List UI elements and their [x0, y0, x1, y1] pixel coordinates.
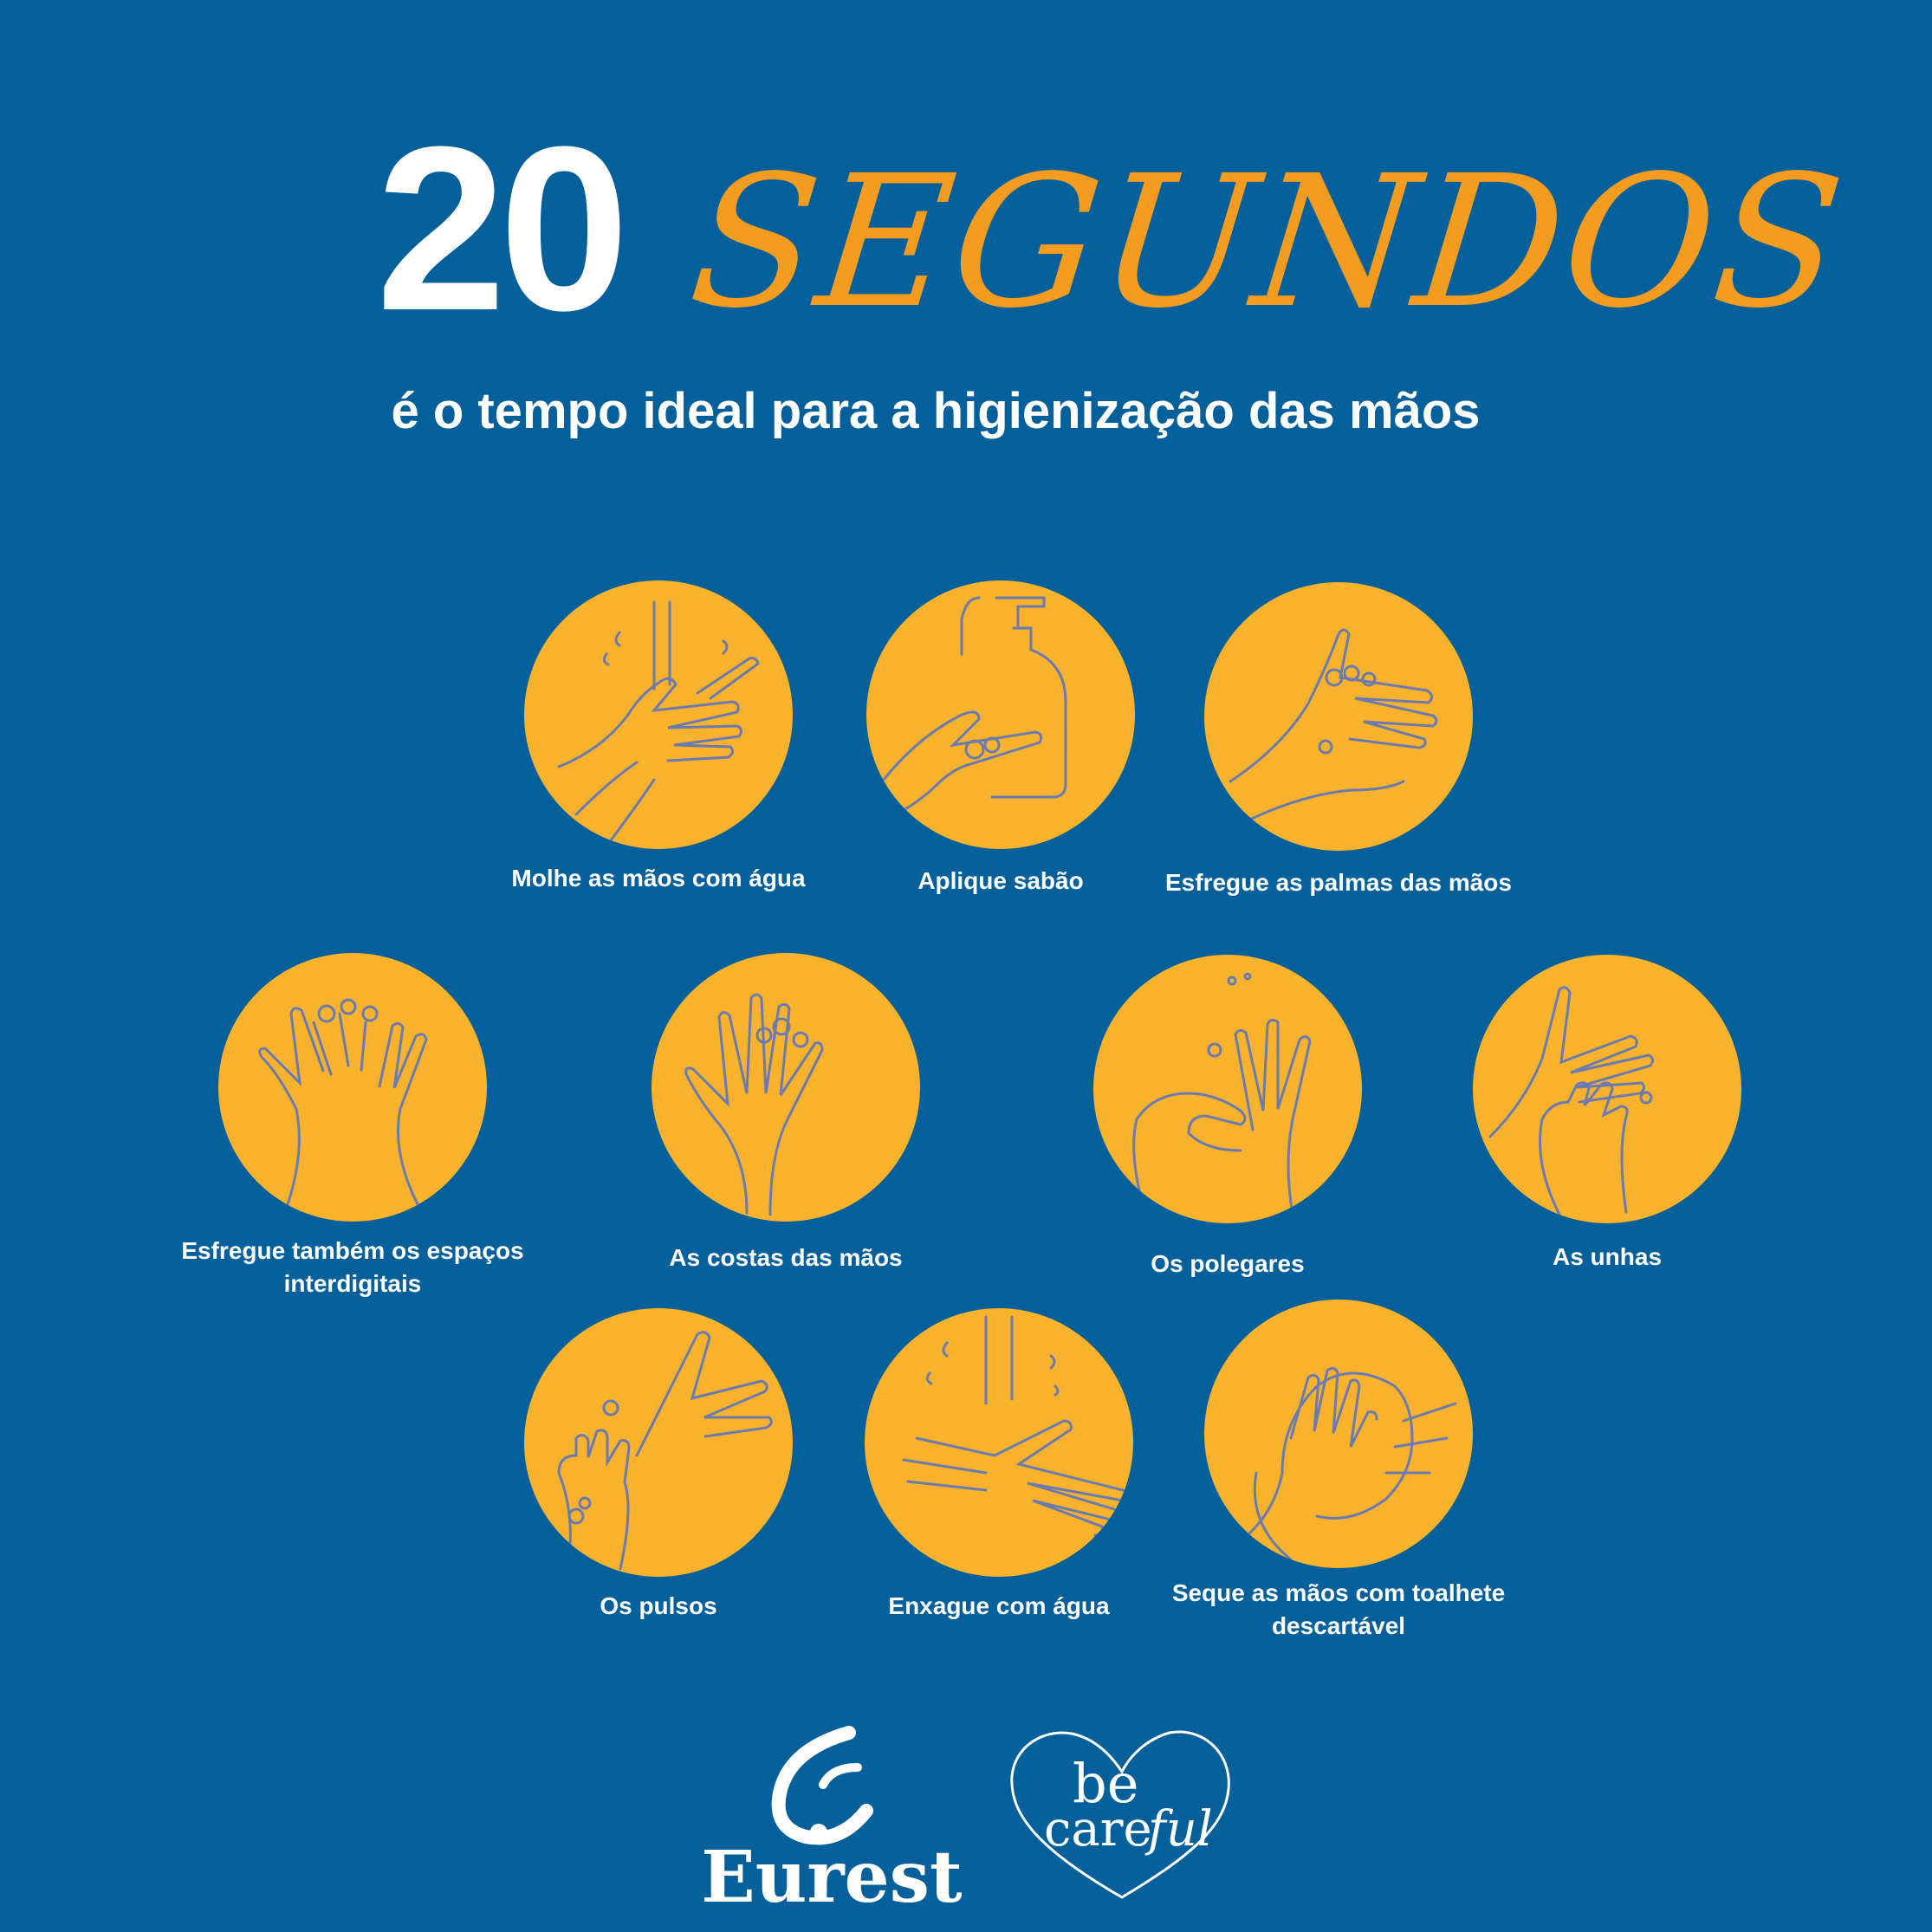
becareful-ful: ful [1144, 1801, 1213, 1857]
step-label: Esfregue as palmas das mãos [1165, 869, 1512, 896]
step-label: As unhas [1552, 1243, 1663, 1270]
step-label: Os pulsos [600, 1592, 717, 1619]
soap-dispenser-icon [866, 580, 1135, 849]
nails-icon [1473, 955, 1741, 1223]
becareful-be: be [1073, 1752, 1138, 1815]
eurest-logo: Eurest [701, 1724, 963, 1919]
step-label: Molhe as mãos com água [511, 865, 806, 891]
step-label: Os polegares [1151, 1250, 1305, 1277]
rinse-hands-icon [865, 1308, 1133, 1577]
eurest-wordmark: Eurest [702, 1836, 962, 1910]
rub-palms-icon [1204, 582, 1473, 851]
interlaced-fingers-icon [218, 953, 487, 1222]
step-label: Aplique sabão [917, 867, 1084, 894]
becareful-care: care [1044, 1801, 1152, 1857]
thumbs-icon [1093, 955, 1362, 1223]
becareful-logo: be care ful [1005, 1720, 1239, 1910]
step-label: Seque as mãos com toalhete descartável [1171, 1579, 1506, 1639]
subtitle: é o tempo ideal para a higienização das … [391, 383, 1481, 439]
back-of-hands-icon [652, 953, 920, 1222]
step-label: Esfregue também os espaços interdigitais [181, 1237, 524, 1297]
wet-hands-icon [524, 580, 793, 849]
dry-hands-towel-icon [1204, 1300, 1473, 1568]
title-word: SEGUNDOS [682, 136, 1853, 348]
title-number: 20 [376, 99, 629, 360]
step-label: As costas das mãos [669, 1244, 903, 1271]
wrists-icon [524, 1308, 793, 1577]
step-label: Enxague com água [888, 1592, 1110, 1619]
